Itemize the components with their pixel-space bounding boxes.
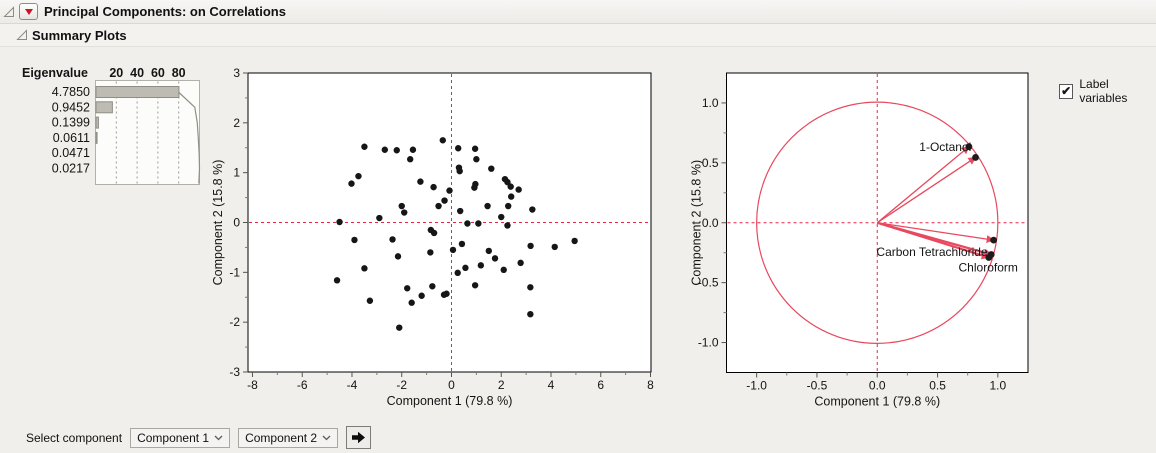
disclosure-triangle-icon[interactable] (16, 29, 28, 41)
label-variables-label: Label variables (1079, 77, 1128, 105)
page-title: Principal Components: on Correlations (44, 4, 286, 19)
svg-text:-3: -3 (229, 365, 240, 379)
svg-text:Component 1 (79.8 %): Component 1 (79.8 %) (387, 394, 513, 408)
section-title: Summary Plots (32, 27, 127, 43)
check-icon: ✔ (1061, 84, 1072, 98)
svg-text:3: 3 (233, 66, 240, 80)
svg-text:4.7850: 4.7850 (52, 85, 90, 99)
svg-text:-1.0: -1.0 (746, 379, 767, 393)
component-1-select[interactable]: Component 1 (130, 427, 231, 448)
svg-text:Component 2 (15.8 %): Component 2 (15.8 %) (690, 160, 704, 286)
svg-text:0.0: 0.0 (702, 216, 719, 230)
svg-text:-2: -2 (229, 315, 240, 329)
loading-plot[interactable]: -1.0 -0.5 0.0 0.5 1.0 -1.0 -0.5 0.0 0.5 1.0 Compon… (690, 72, 1029, 409)
svg-text:-1: -1 (229, 265, 240, 279)
svg-text:60: 60 (151, 66, 165, 80)
svg-text:0.0: 0.0 (869, 379, 886, 393)
svg-text:-0.5: -0.5 (807, 379, 828, 393)
svg-text:20: 20 (109, 66, 123, 80)
component-2-select-value: Component 2 (245, 430, 318, 445)
svg-text:1.0: 1.0 (702, 96, 719, 110)
svg-text:-0.5: -0.5 (698, 276, 719, 290)
svg-text:2: 2 (498, 378, 505, 392)
svg-text:0.5: 0.5 (702, 156, 719, 170)
outline-header-principal-components: Principal Components: on Correlations (0, 0, 1156, 24)
apply-button[interactable] (346, 426, 372, 449)
svg-text:0.0217: 0.0217 (52, 162, 90, 176)
svg-text:Component 2 (15.8 %): Component 2 (15.8 %) (211, 160, 225, 286)
label-variables-control: ✔ Label variables (1059, 77, 1156, 105)
red-triangle-icon (24, 8, 33, 15)
select-component-bar: Select component Component 1 Component 2 (26, 426, 372, 449)
svg-text:4: 4 (548, 378, 555, 392)
apply-arrow-icon (352, 431, 366, 444)
svg-text:Eigenvalue: Eigenvalue (22, 66, 88, 80)
svg-text:0.0611: 0.0611 (53, 131, 90, 145)
svg-text:8: 8 (647, 378, 654, 392)
svg-text:0.0471: 0.0471 (52, 146, 90, 160)
svg-text:-4: -4 (347, 378, 358, 392)
svg-text:0: 0 (448, 378, 455, 392)
svg-text:Chloroform: Chloroform (959, 261, 1018, 275)
select-component-label: Select component (26, 430, 123, 445)
svg-text:1-Octanol: 1-Octanol (919, 140, 971, 154)
svg-text:-8: -8 (247, 378, 258, 392)
red-triangle-menu-button[interactable] (19, 3, 38, 20)
svg-text:0.5: 0.5 (929, 379, 946, 393)
component-1-select-value: Component 1 (137, 430, 210, 445)
svg-text:Component 1 (79.8 %): Component 1 (79.8 %) (814, 395, 940, 409)
svg-text:6: 6 (597, 378, 604, 392)
outline-header-summary-plots: Summary Plots (0, 24, 1156, 47)
disclosure-triangle-icon[interactable] (3, 5, 15, 18)
svg-text:40: 40 (130, 66, 144, 80)
svg-text:0.9452: 0.9452 (52, 100, 90, 114)
svg-text:0: 0 (233, 216, 240, 230)
component-2-select[interactable]: Component 2 (238, 427, 339, 448)
svg-text:-6: -6 (297, 378, 308, 392)
score-plot[interactable]: -8 -6 -4 -2 0 2 4 6 8 -3 -2 -1 0 1 2 3 Component 1 (79.8… (211, 66, 654, 408)
label-variables-checkbox[interactable]: ✔ (1059, 83, 1074, 99)
svg-text:Carbon Tetrachloride: Carbon Tetrachloride (876, 245, 988, 259)
svg-text:1.0: 1.0 (990, 379, 1007, 393)
svg-text:-1.0: -1.0 (698, 336, 719, 350)
svg-text:80: 80 (172, 66, 186, 80)
svg-text:-2: -2 (396, 378, 407, 392)
svg-text:1: 1 (233, 166, 240, 180)
chevron-down-icon (214, 435, 223, 440)
svg-text:0.1399: 0.1399 (52, 116, 90, 130)
svg-text:2: 2 (233, 116, 240, 130)
chevron-down-icon (322, 435, 331, 440)
